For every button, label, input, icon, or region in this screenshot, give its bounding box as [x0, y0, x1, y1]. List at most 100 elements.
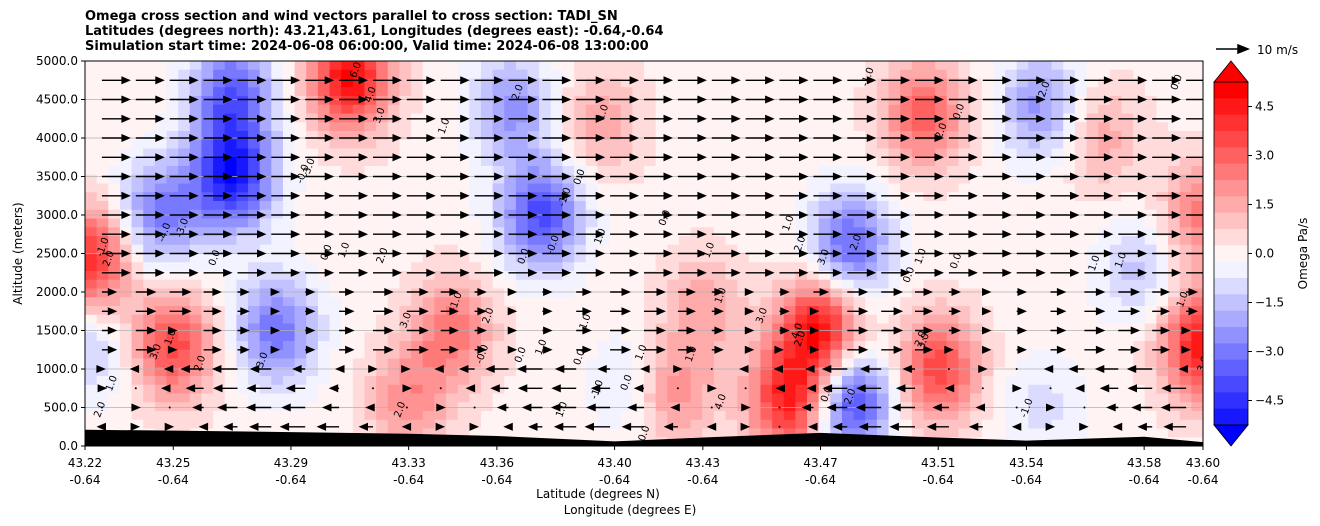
heat-cell [982, 201, 994, 210]
heat-cell [318, 297, 330, 306]
heat-cell [854, 262, 866, 271]
heat-cell [167, 201, 179, 210]
heat-cell [248, 280, 260, 289]
heat-cell [376, 96, 388, 105]
heat-cell [283, 350, 295, 359]
heat-cell [865, 350, 877, 359]
heat-cell [772, 376, 784, 385]
heat-cell [586, 201, 598, 210]
heat-cell [411, 219, 423, 228]
heat-cell [132, 341, 144, 350]
heat-cell [446, 201, 458, 210]
heat-cell [1098, 105, 1110, 114]
heat-cell [167, 280, 179, 289]
heat-cell [341, 157, 353, 166]
heat-cell [516, 297, 528, 306]
heat-cell [271, 184, 283, 193]
heat-cell [201, 192, 213, 201]
heat-cell [411, 184, 423, 193]
heat-cell [1017, 184, 1029, 193]
heat-cell [760, 376, 772, 385]
heat-cell [795, 105, 807, 114]
heat-cell [830, 140, 842, 149]
heat-cell [493, 341, 505, 350]
heat-cell [120, 385, 132, 394]
heat-cell [1168, 219, 1180, 228]
heat-cell [877, 70, 889, 79]
heat-cell [795, 394, 807, 403]
heat-cell [644, 140, 656, 149]
heat-cell [912, 236, 924, 245]
heat-cell [865, 332, 877, 341]
heat-cell [248, 201, 260, 210]
heat-cell [271, 402, 283, 411]
heat-cell [1052, 245, 1064, 254]
heat-cell [947, 201, 959, 210]
heat-cell [1121, 359, 1133, 368]
heat-cell [772, 420, 784, 429]
heat-cell [248, 324, 260, 333]
heat-cell [225, 359, 237, 368]
heat-cell [108, 70, 120, 79]
heat-cell [912, 192, 924, 201]
heat-cell [155, 87, 167, 96]
heat-cell [947, 236, 959, 245]
heat-cell [632, 219, 644, 228]
heat-cell [1180, 87, 1192, 96]
heat-cell [1087, 402, 1099, 411]
heat-cell [772, 105, 784, 114]
heat-cell [1133, 219, 1145, 228]
heat-cell [912, 184, 924, 193]
heat-cell [201, 219, 213, 228]
heat-cell [1180, 280, 1192, 289]
heat-cell [784, 385, 796, 394]
heat-cell [586, 122, 598, 131]
heat-cell [283, 236, 295, 245]
heat-cell [726, 376, 738, 385]
heat-cell [947, 184, 959, 193]
heat-cell [201, 61, 213, 70]
heat-cell [411, 61, 423, 70]
heat-cell [574, 385, 586, 394]
heat-cell [760, 61, 772, 70]
heat-cell [947, 87, 959, 96]
heat-cell [504, 227, 516, 236]
heat-cell [201, 394, 213, 403]
heat-cell [924, 87, 936, 96]
heat-cell [318, 262, 330, 271]
heat-cell [819, 376, 831, 385]
heat-cell [353, 359, 365, 368]
heat-cell [597, 61, 609, 70]
heat-cell [411, 359, 423, 368]
heat-cell [318, 166, 330, 175]
heat-cell [632, 87, 644, 96]
heat-cell [656, 385, 668, 394]
heat-cell [330, 297, 342, 306]
heat-cell [1168, 201, 1180, 210]
heat-cell [446, 105, 458, 114]
heat-cell [539, 411, 551, 420]
heat-cell [120, 87, 132, 96]
heat-cell [516, 280, 528, 289]
heat-cell [947, 420, 959, 429]
heat-cell [528, 122, 540, 131]
heat-cell [306, 254, 318, 263]
heat-cell [481, 219, 493, 228]
heat-cell [236, 70, 248, 79]
heat-cell [399, 105, 411, 114]
heat-cell [574, 201, 586, 210]
heat-cell [970, 350, 982, 359]
heat-cell [446, 262, 458, 271]
heat-cell [819, 96, 831, 105]
heat-cell [889, 245, 901, 254]
heat-cell [318, 315, 330, 324]
heat-cell [935, 376, 947, 385]
heat-cell [749, 87, 761, 96]
heat-cell [143, 70, 155, 79]
heat-cell [900, 350, 912, 359]
heat-cell [1145, 350, 1157, 359]
heat-cell [597, 324, 609, 333]
heat-cell [446, 376, 458, 385]
heat-cell [236, 166, 248, 175]
heat-cell [1075, 332, 1087, 341]
